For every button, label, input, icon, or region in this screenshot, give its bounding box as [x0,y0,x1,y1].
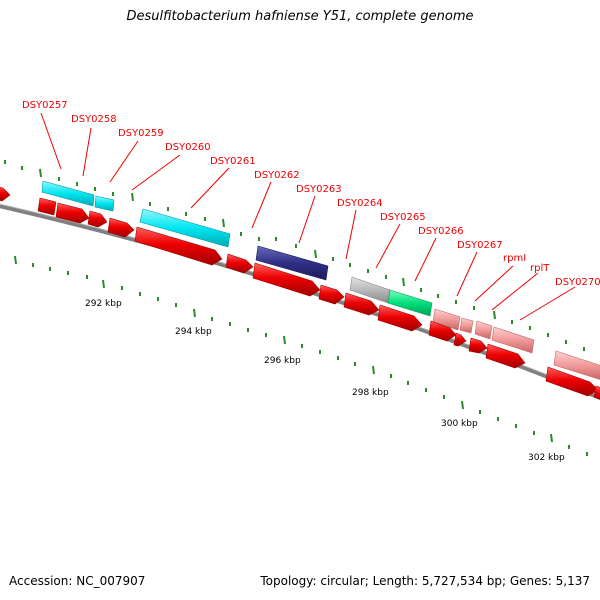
feature-bar-rplt-a[interactable] [474,320,493,340]
gene-arrow-dsy0271[interactable] [593,385,600,401]
gene-arrow-dsy0261[interactable] [134,226,223,266]
feature-bar-rplt-b[interactable] [491,326,535,354]
gene-arrow-rplt[interactable] [485,343,526,369]
gene-arrow-dsy0260[interactable] [107,217,135,238]
gene-arrow-dsy0265[interactable] [343,292,380,316]
gene-arrow-dsy0262[interactable] [225,253,254,274]
accession-text: Accession: NC_007907 [9,574,146,588]
gene-label-dsy0266[interactable]: DSY0266 [418,226,464,237]
gene-arrow-dsy0266[interactable] [377,304,423,332]
scale-label-296: 296 kbp [264,356,301,366]
feature-bar-dsy0266[interactable] [387,289,433,317]
scale-label-292: 292 kbp [85,299,122,309]
feature-bars [41,180,600,380]
gene-label-dsy0259[interactable]: DSY0259 [118,128,164,139]
genome-summary-text: Topology: circular; Length: 5,727,534 bp… [260,574,590,588]
gene-arrow-dsy0259[interactable] [87,210,108,228]
gene-label-rplt[interactable]: rplT [530,263,550,274]
gene-arrow-dsy0256[interactable] [0,186,11,202]
scale-tick-row [14,255,588,456]
gene-arrow-dsy0263[interactable] [252,262,321,297]
feature-bar-dsy0270[interactable] [553,350,600,380]
gene-label-dsy0258[interactable]: DSY0258 [71,114,117,125]
gene-arrows [0,186,600,401]
gene-label-rpmi[interactable]: rpmI [503,253,526,264]
gene-arrow-dsy0258[interactable] [55,202,90,224]
scale-label-302: 302 kbp [528,453,565,463]
gene-labels: DSY0257 DSY0258 DSY0259 DSY0260 DSY0261 … [22,100,600,288]
scale-label-298: 298 kbp [352,388,389,398]
outer-tick-row [4,160,585,351]
feature-bar-rpmi[interactable] [459,317,474,334]
gene-arrow-rpmi[interactable] [468,337,488,354]
feature-bar-dsy0261[interactable] [139,208,231,248]
gene-label-dsy0265[interactable]: DSY0265 [380,212,426,223]
gene-arrow-dsy0270[interactable] [545,366,599,397]
gene-label-dsy0270[interactable]: DSY0270 [555,277,600,288]
scale-label-300: 300 kbp [441,419,478,429]
feature-bar-dsy0257[interactable] [41,180,95,207]
leader-lines [40,112,576,321]
gene-label-dsy0262[interactable]: DSY0262 [254,170,300,181]
gene-arrow-dsy0264[interactable] [318,284,345,305]
gene-label-dsy0257[interactable]: DSY0257 [22,100,68,111]
scale-label-294: 294 kbp [175,327,212,337]
feature-bar-dsy0267[interactable] [432,308,461,331]
genome-title: Desulfitobacterium hafniense Y51, comple… [126,9,474,24]
gene-label-dsy0263[interactable]: DSY0263 [296,184,342,195]
gene-arrow-dsy0267b[interactable] [453,332,467,347]
gene-arrow-dsy0257[interactable] [37,197,57,216]
gene-label-dsy0264[interactable]: DSY0264 [337,198,383,209]
feature-bar-dsy0258[interactable] [94,195,115,212]
gene-label-dsy0261[interactable]: DSY0261 [210,156,256,167]
gene-label-dsy0267[interactable]: DSY0267 [457,240,503,251]
gene-arrow-dsy0267[interactable] [428,320,457,342]
gene-label-dsy0260[interactable]: DSY0260 [165,142,211,153]
feature-bar-dsy0263[interactable] [255,245,329,281]
